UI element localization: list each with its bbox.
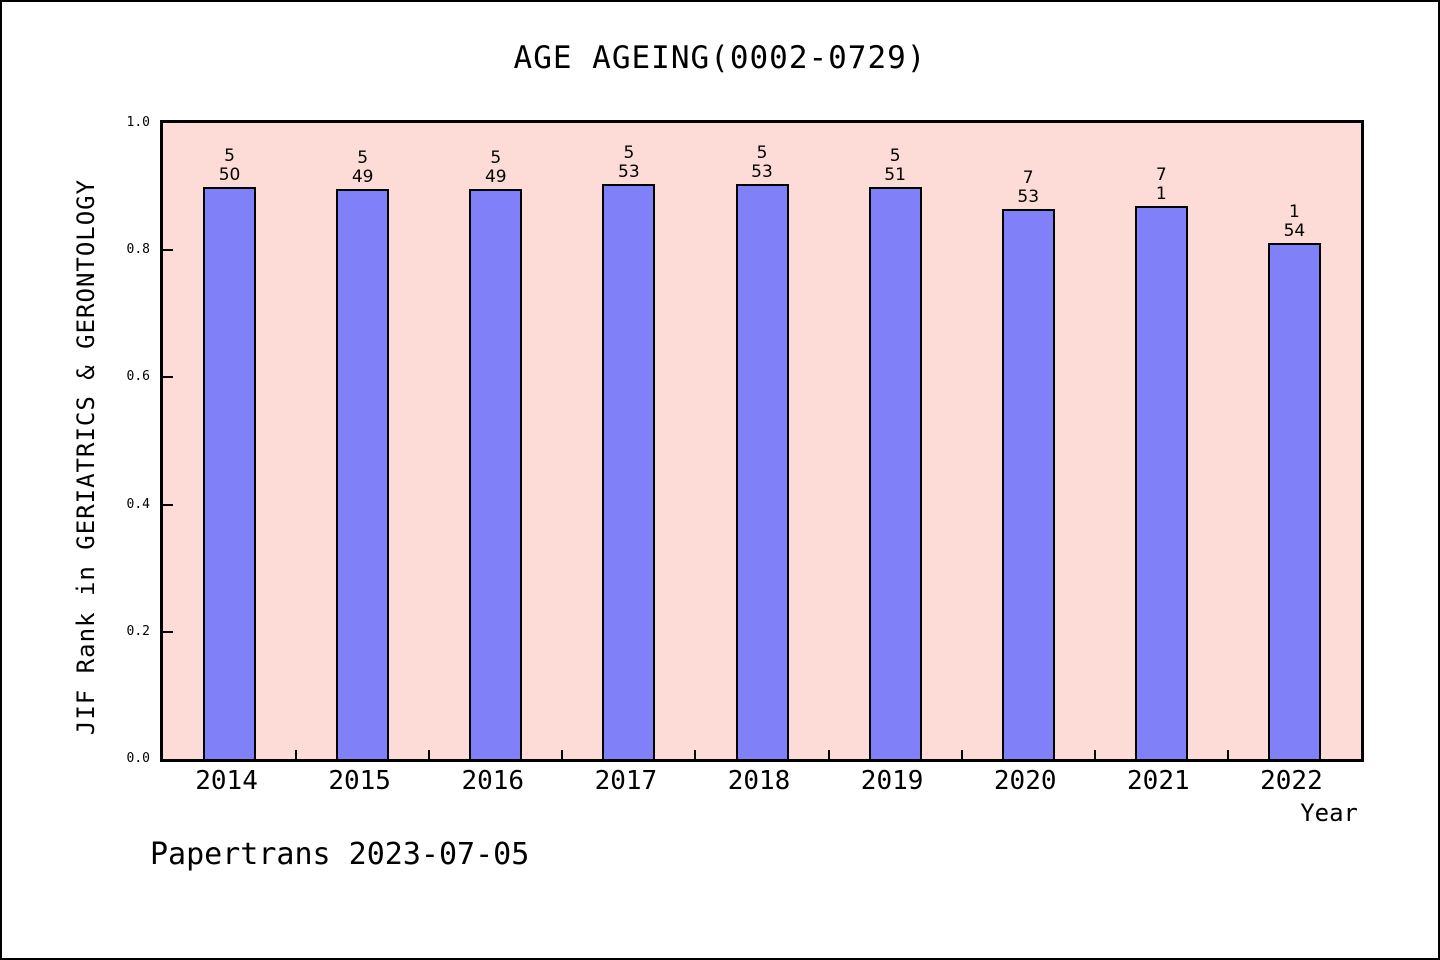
bar-value-label: 5 53 xyxy=(618,143,640,182)
y-tick-labels: 0.0 0.2 0.4 0.6 0.8 1.0 xyxy=(2,115,152,766)
bar-value-label: 7 53 xyxy=(1017,168,1040,207)
bar xyxy=(336,189,390,759)
y-tick-label: 0.0 xyxy=(126,751,150,766)
footer-note: Papertrans 2023-07-05 xyxy=(150,837,530,872)
x-tick-mark xyxy=(1093,750,1096,759)
x-tick-mark xyxy=(295,750,298,759)
x-tick-label: 2021 xyxy=(1127,766,1190,796)
y-tick-label: 1.0 xyxy=(126,115,150,130)
x-tick-mark xyxy=(428,750,431,759)
y-tick-label: 0.4 xyxy=(126,497,150,512)
x-tick-label: 2016 xyxy=(461,766,525,796)
x-axis-title: Year xyxy=(1300,799,1358,827)
x-tick-mark xyxy=(827,750,830,759)
x-tick-label: 2022 xyxy=(1260,766,1323,796)
y-tick-label: 0.8 xyxy=(126,242,150,257)
x-tick-label: 2015 xyxy=(328,766,391,796)
y-tick-mark xyxy=(163,376,173,378)
y-tick-mark xyxy=(163,504,173,506)
bar-value-label: 5 49 xyxy=(351,148,374,187)
x-tick-label: 2017 xyxy=(594,766,658,796)
x-tick-mark xyxy=(694,750,697,759)
bar xyxy=(868,187,922,759)
bar xyxy=(602,184,656,759)
y-tick-mark xyxy=(163,249,173,251)
x-tick-label: 2020 xyxy=(993,766,1057,796)
x-tick-mark xyxy=(960,750,963,759)
y-tick-mark xyxy=(163,631,173,633)
y-tick-label: 0.6 xyxy=(126,369,150,384)
bar-value-label: 5 50 xyxy=(218,146,241,185)
chart-title: AGE AGEING(0002-0729) xyxy=(513,40,927,76)
bar-value-label: 5 53 xyxy=(751,143,773,182)
y-tick-label: 0.2 xyxy=(126,624,150,639)
bar-value-label: 5 51 xyxy=(884,146,906,185)
bar xyxy=(1267,243,1321,759)
bar-value-label: 7 1 xyxy=(1155,165,1167,204)
x-tick-label: 2018 xyxy=(727,766,791,796)
bar-value-label: 5 49 xyxy=(484,148,507,187)
bar xyxy=(1001,209,1055,759)
x-tick-label: 2019 xyxy=(860,766,924,796)
plot-area: 5 50 5 49 5 49 5 53 5 53 5 51 7 53 7 1 1 54 xyxy=(160,120,1364,762)
bar xyxy=(203,187,257,759)
bar xyxy=(469,189,523,759)
x-tick-labels: 2014 2015 2016 2017 2018 2019 2020 2021 2022 xyxy=(160,766,1364,800)
bar xyxy=(735,184,789,759)
bar-value-label: 1 54 xyxy=(1283,202,1306,241)
bar xyxy=(1134,206,1188,759)
x-tick-label: 2014 xyxy=(195,766,258,796)
x-tick-mark xyxy=(1226,750,1229,759)
x-tick-mark xyxy=(561,750,564,759)
